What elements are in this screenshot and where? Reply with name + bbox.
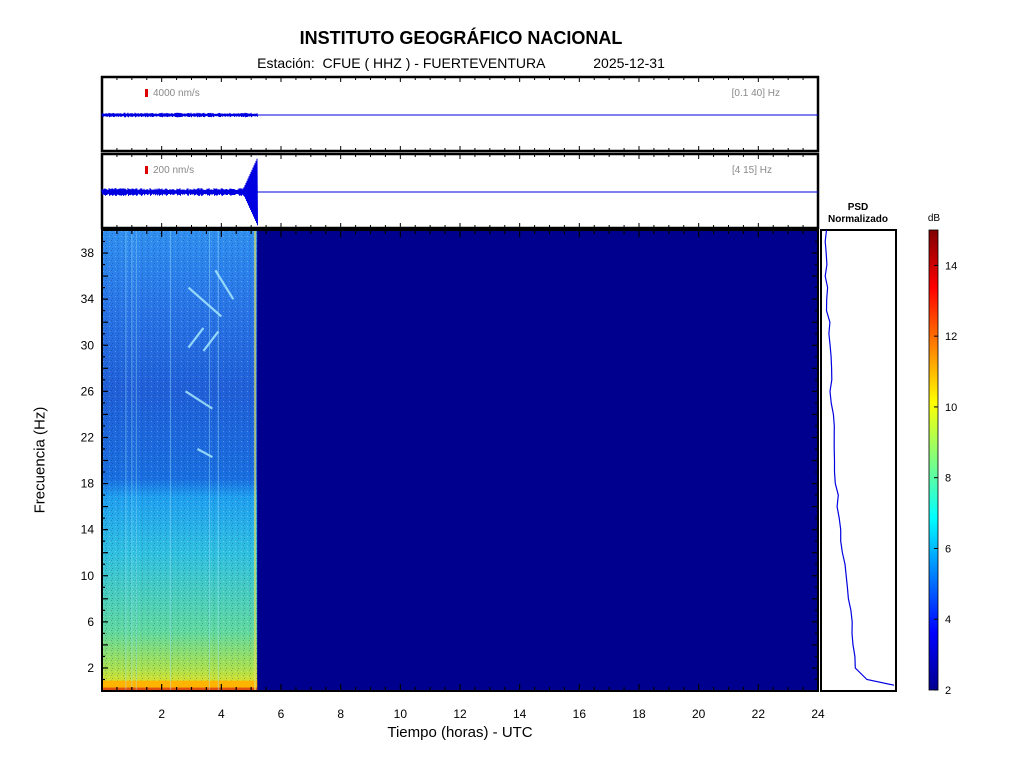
colorbar-tick-label: 8 <box>945 473 951 485</box>
colorbar-unit: dB <box>927 213 941 224</box>
x-tick-label: 2 <box>158 707 165 721</box>
x-tick-label: 18 <box>632 707 646 721</box>
x-axis-label: Tiempo (horas) - UTC <box>387 724 533 741</box>
x-tick-label: 6 <box>278 707 285 721</box>
x-axis: 2 4 6 8 10 12 14 16 18 20 22 24 <box>116 230 825 721</box>
colorbar-tick-label: 10 <box>945 402 957 414</box>
low-frequency-band <box>102 687 258 691</box>
x-tick-label: 8 <box>337 707 344 721</box>
x-tick-label: 14 <box>513 707 527 721</box>
spectral-streak <box>202 330 220 352</box>
y-tick-label: 22 <box>81 430 95 444</box>
y-tick-label: 18 <box>81 477 95 491</box>
y-tick-label: 34 <box>81 292 95 306</box>
colorbar-gradient <box>928 229 939 691</box>
x-tick-label: 16 <box>573 707 587 721</box>
y-tick-label: 6 <box>87 615 94 629</box>
x-tick-label: 12 <box>453 707 467 721</box>
spectral-streak <box>187 286 223 318</box>
amplitude-scale-label: 4000 nm/s <box>153 88 200 99</box>
chart-title: INSTITUTO GEOGRÁFICO NACIONAL <box>299 28 623 48</box>
psd-title: PSD Normalizado <box>820 202 896 226</box>
spectral-streak <box>214 269 235 300</box>
psd-title-line2: Normalizado <box>827 214 888 225</box>
y-tick-label: 26 <box>81 384 95 398</box>
colorbar: 2 4 6 8 10 12 14 <box>928 229 957 697</box>
waveform-trace <box>101 112 258 118</box>
x-tick-label: 24 <box>811 707 825 721</box>
y-tick-label: 2 <box>87 661 94 675</box>
spectral-streak <box>196 448 213 459</box>
colorbar-tick-label: 12 <box>945 331 957 343</box>
amplitude-scale-bar <box>145 166 148 174</box>
waveform-trace <box>101 158 258 226</box>
colorbar-tick-label: 2 <box>945 685 951 697</box>
colorbar-tick-label: 14 <box>945 260 957 272</box>
station-label: Estación: <box>257 55 315 71</box>
psd-title-line1: PSD <box>847 202 869 213</box>
x-tick-label: 10 <box>394 707 408 721</box>
trace-panel-broadband: 4000 nm/s [0.1 40] Hz <box>100 75 820 153</box>
low-frequency-band <box>102 680 258 688</box>
filter-band-label: [0.1 40] Hz <box>732 88 780 99</box>
station-subtitle: Estación: CFUE ( HHZ ) - FUERTEVENTURA 2… <box>0 55 922 71</box>
x-tick-label: 22 <box>752 707 766 721</box>
filter-band-label: [4 15] Hz <box>732 165 772 176</box>
y-tick-label: 10 <box>81 569 95 583</box>
x-tick-label: 4 <box>218 707 225 721</box>
y-axis-label: Frecuencia (Hz) <box>31 406 49 514</box>
spectrogram-noise-texture <box>102 230 257 691</box>
amplitude-scale-bar <box>145 89 148 97</box>
psd-curve <box>824 229 895 686</box>
spectrogram-features <box>102 230 258 691</box>
trace-panel-filtered: 200 nm/s [4 15] Hz <box>100 152 820 230</box>
amplitude-scale-label: 200 nm/s <box>153 165 194 176</box>
date-label: 2025-12-31 <box>593 55 665 71</box>
colorbar-tick-label: 4 <box>945 614 951 626</box>
y-tick-label: 30 <box>81 338 95 352</box>
psd-panel <box>820 229 897 692</box>
spectral-streak <box>187 327 205 349</box>
spectral-streak <box>184 390 213 410</box>
x-tick-label: 20 <box>692 707 706 721</box>
y-tick-label: 38 <box>81 246 95 260</box>
colorbar-tick-label: 6 <box>945 543 951 555</box>
station-name: CFUE ( HHZ ) - FUERTEVENTURA <box>322 55 546 71</box>
y-tick-label: 14 <box>81 523 95 537</box>
